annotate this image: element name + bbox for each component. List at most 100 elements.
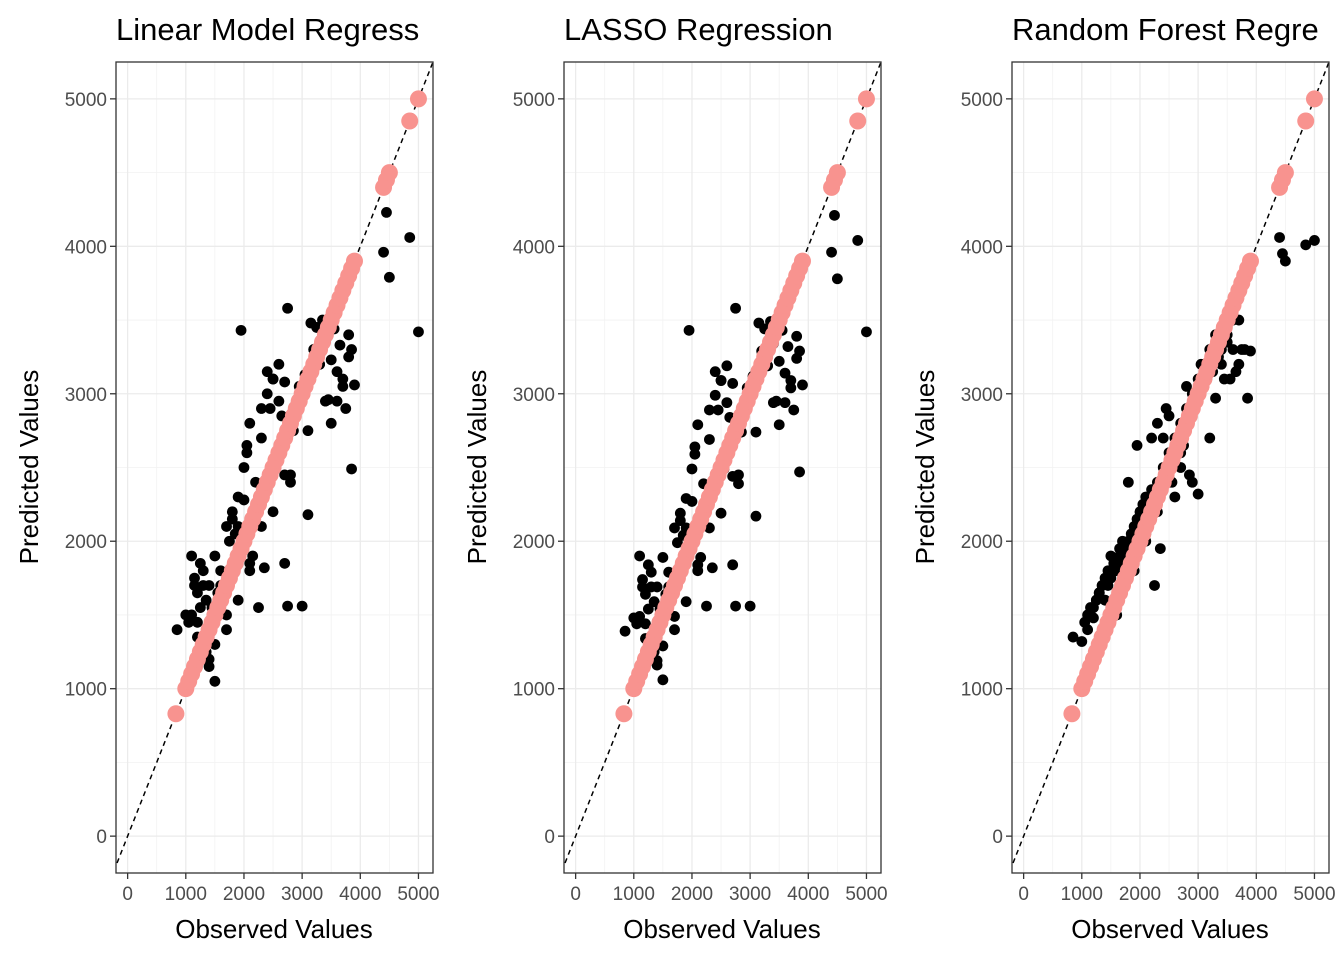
data-point [221, 624, 232, 636]
chart-title: LASSO Regression [564, 12, 833, 47]
y-tick-label: 1000 [961, 680, 1003, 701]
data-point [669, 522, 680, 534]
data-point [349, 379, 360, 391]
data-point [674, 507, 686, 519]
x-axis-title: Observed Values [1071, 914, 1269, 944]
data-point [258, 562, 270, 574]
data-point [826, 246, 837, 258]
x-tick-label: 4000 [339, 884, 381, 905]
data-point [692, 419, 704, 431]
fit-point [615, 705, 633, 723]
x-axis-title: Observed Values [175, 914, 373, 944]
x-tick-label: 5000 [1293, 884, 1335, 905]
fit-point [828, 164, 846, 182]
points-group [1063, 90, 1323, 723]
y-tick-label: 5000 [961, 90, 1003, 111]
data-point [194, 602, 206, 613]
y-tick-label: 3000 [961, 385, 1003, 406]
x-tick-label: 2000 [671, 884, 713, 905]
data-point [267, 373, 279, 385]
points-group [615, 90, 875, 723]
fit-point [849, 112, 867, 130]
data-point [203, 580, 215, 591]
x-tick-label: 3000 [281, 884, 323, 905]
data-point [680, 493, 692, 504]
data-point [727, 378, 739, 389]
x-tick-label: 4000 [1235, 884, 1277, 905]
data-point [209, 675, 221, 687]
data-point [651, 581, 663, 593]
fit-point [1297, 112, 1315, 130]
data-point [209, 550, 221, 562]
fit-point [1063, 705, 1081, 723]
data-point [773, 355, 785, 367]
data-point [1152, 417, 1163, 429]
data-point [651, 655, 663, 667]
data-point [232, 491, 244, 503]
data-point [782, 341, 794, 352]
data-point [279, 469, 291, 481]
data-point [730, 600, 741, 612]
data-point [186, 609, 198, 621]
data-point [256, 403, 267, 414]
data-point [413, 326, 424, 338]
data-point [302, 425, 314, 437]
data-point [733, 478, 744, 490]
data-point [686, 463, 698, 475]
axis-ticks: 0 1000 2000 3000 4000 5000 0 1000 2000 3000 4000 50… [961, 90, 1336, 905]
data-point [346, 344, 357, 355]
data-point [226, 506, 238, 518]
data-point [657, 552, 669, 563]
data-point [1192, 488, 1204, 500]
data-point [680, 596, 692, 608]
data-point [709, 366, 721, 378]
x-tick-label: 5000 [845, 884, 887, 905]
plot-border [1011, 61, 1330, 874]
data-point [669, 611, 680, 622]
points-group [167, 90, 427, 723]
data-point [704, 404, 715, 416]
x-tick-label: 2000 [1119, 884, 1161, 905]
data-point [1245, 345, 1256, 357]
x-tick-label: 4000 [787, 884, 829, 905]
data-point [1279, 255, 1291, 267]
data-point [730, 302, 741, 314]
data-point [186, 550, 198, 562]
x-tick-label: 5000 [397, 884, 439, 905]
data-point [1169, 491, 1181, 503]
data-point [334, 339, 346, 351]
y-axis-title: Predicted Values [14, 370, 44, 565]
data-point [794, 345, 805, 357]
data-point [706, 562, 718, 574]
data-point [785, 375, 797, 386]
x-axis-title: Observed Values [623, 914, 821, 944]
y-tick-label: 5000 [513, 90, 555, 111]
data-point [712, 404, 724, 416]
data-point [1122, 476, 1134, 488]
data-point [634, 550, 646, 562]
data-point [861, 326, 872, 338]
data-point [383, 271, 395, 283]
data-point [285, 476, 296, 488]
data-point [709, 389, 721, 401]
y-tick-label: 4000 [961, 237, 1003, 258]
data-point [256, 432, 267, 444]
data-point [831, 273, 843, 285]
data-point [1242, 392, 1253, 404]
data-point [852, 235, 864, 246]
y-tick-label: 2000 [961, 532, 1003, 553]
fit-point [345, 252, 363, 270]
y-tick-label: 3000 [513, 385, 555, 406]
data-point [701, 600, 712, 612]
data-point [273, 395, 285, 407]
data-point [704, 434, 715, 445]
data-point [1300, 239, 1312, 251]
data-point [319, 395, 331, 407]
data-point [648, 596, 660, 608]
data-point [264, 403, 276, 414]
data-point [224, 535, 235, 547]
y-tick-label: 3000 [65, 385, 107, 406]
data-point [302, 509, 314, 521]
data-point [261, 366, 273, 378]
